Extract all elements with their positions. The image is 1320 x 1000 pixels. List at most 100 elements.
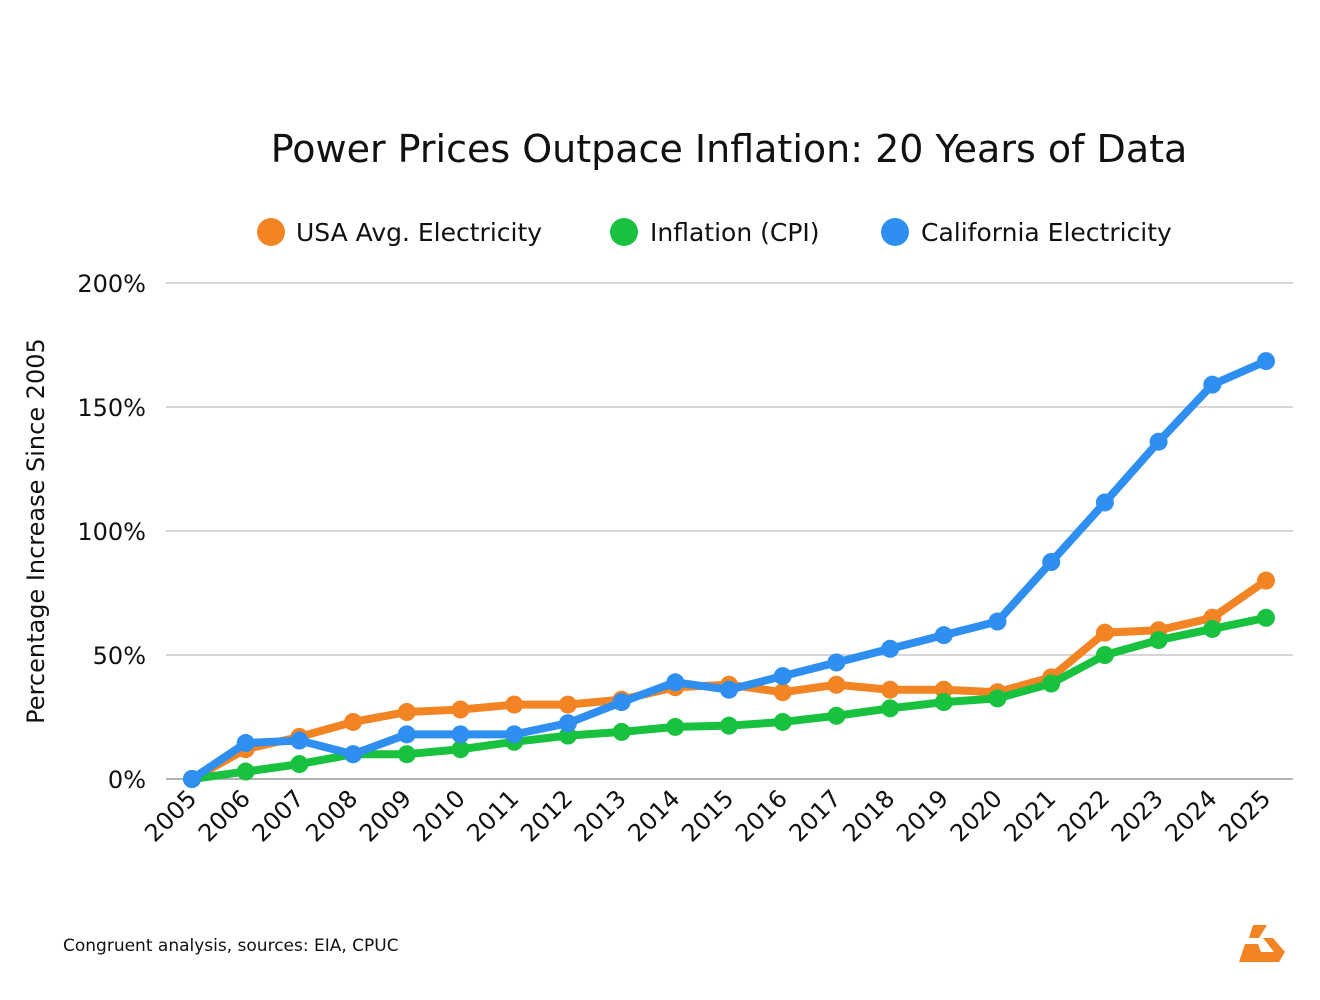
- data-point: [290, 755, 309, 774]
- x-tick-label: 2008: [300, 784, 363, 847]
- data-point: [988, 612, 1007, 631]
- source-note: Congruent analysis, sources: EIA, CPUC: [63, 936, 399, 956]
- x-tick-label: 2012: [515, 784, 578, 847]
- y-axis-ticks: 0% 50% 100% 150% 200%: [77, 270, 146, 794]
- x-tick-label: 2018: [837, 784, 900, 847]
- x-axis-ticks: 2005200620072008200920102011201220132014…: [139, 784, 1276, 847]
- data-point: [881, 699, 900, 718]
- y-tick-label: 150%: [77, 394, 146, 422]
- x-tick-label: 2024: [1160, 784, 1223, 847]
- x-tick-label: 2014: [623, 784, 686, 847]
- data-point: [1203, 619, 1222, 638]
- data-point: [1149, 432, 1168, 451]
- data-point: [773, 712, 792, 731]
- data-point: [773, 683, 792, 702]
- legend-label: USA Avg. Electricity: [296, 218, 542, 247]
- brand-logo-icon: [1239, 925, 1285, 962]
- data-point: [934, 693, 953, 712]
- data-point: [720, 716, 738, 735]
- legend-label: California Electricity: [921, 218, 1172, 247]
- data-point: [397, 703, 416, 722]
- data-point: [827, 675, 846, 694]
- legend-swatch: [610, 218, 638, 246]
- y-tick-label: 50%: [93, 642, 146, 670]
- data-point: [505, 695, 524, 714]
- x-tick-label: 2021: [998, 784, 1061, 847]
- data-point: [344, 712, 363, 731]
- x-tick-label: 2011: [461, 784, 524, 847]
- x-tick-label: 2019: [891, 784, 954, 847]
- legend-swatch: [257, 218, 285, 246]
- legend-item: USA Avg. Electricity: [257, 218, 542, 247]
- legend-item: Inflation (CPI): [610, 218, 820, 247]
- data-point: [1095, 646, 1114, 664]
- data-point: [183, 770, 201, 788]
- x-tick-label: 2015: [676, 784, 739, 847]
- data-point: [558, 695, 577, 714]
- x-tick-label: 2007: [247, 784, 310, 847]
- data-point: [236, 734, 255, 753]
- data-point: [451, 740, 470, 759]
- data-point: [934, 680, 953, 699]
- x-tick-label: 2016: [730, 784, 793, 847]
- data-point: [1257, 352, 1275, 371]
- data-point: [612, 693, 631, 712]
- data-point: [397, 745, 416, 764]
- series-group: [183, 352, 1275, 788]
- chart-title: Power Prices Outpace Inflation: 20 Years…: [271, 127, 1188, 171]
- data-point: [827, 653, 846, 672]
- data-point: [1257, 608, 1275, 627]
- data-point: [773, 667, 792, 686]
- x-tick-label: 2013: [569, 784, 632, 847]
- x-tick-label: 2006: [193, 784, 256, 847]
- data-point: [558, 714, 577, 733]
- x-tick-label: 2020: [945, 784, 1008, 847]
- series-california-electricity: [183, 352, 1275, 788]
- y-axis-title: Percentage Increase Since 2005: [22, 338, 50, 724]
- x-tick-label: 2025: [1213, 784, 1276, 847]
- data-point: [827, 706, 846, 725]
- data-point: [290, 731, 309, 750]
- data-point: [451, 700, 470, 719]
- legend-swatch: [881, 218, 909, 246]
- legend-label: Inflation (CPI): [650, 218, 820, 247]
- data-point: [397, 725, 416, 744]
- data-point: [720, 680, 738, 699]
- data-point: [1042, 674, 1061, 693]
- data-point: [988, 689, 1007, 708]
- data-point: [236, 762, 255, 781]
- series-inflation-cpi: [183, 608, 1275, 788]
- data-point: [666, 673, 685, 692]
- x-tick-label: 2010: [408, 784, 471, 847]
- data-point: [1095, 493, 1114, 512]
- data-point: [1257, 571, 1275, 590]
- data-point: [934, 626, 953, 645]
- x-tick-label: 2017: [784, 784, 847, 847]
- y-tick-label: 100%: [77, 518, 146, 546]
- x-tick-label: 2023: [1106, 784, 1169, 847]
- data-point: [881, 680, 900, 699]
- data-point: [1149, 631, 1168, 650]
- x-tick-label: 2005: [139, 784, 202, 847]
- data-point: [612, 722, 631, 741]
- x-tick-label: 2022: [1052, 784, 1115, 847]
- gridlines: [166, 282, 1293, 780]
- legend-item: California Electricity: [881, 218, 1172, 247]
- data-point: [881, 639, 900, 658]
- data-point: [558, 726, 577, 745]
- logo-lower-mark: [1239, 944, 1285, 962]
- data-point: [1095, 623, 1114, 642]
- data-point: [1203, 375, 1222, 394]
- y-tick-label: 200%: [77, 270, 146, 298]
- logo-right-mark: [1263, 938, 1285, 952]
- y-tick-label: 0%: [108, 766, 146, 794]
- data-point: [1042, 553, 1061, 571]
- legend: USA Avg. Electricity Inflation (CPI) Calif…: [257, 218, 1172, 247]
- data-point: [666, 717, 685, 736]
- data-point: [451, 725, 470, 744]
- x-tick-label: 2009: [354, 784, 417, 847]
- data-point: [344, 745, 363, 764]
- logo-upper-mark: [1249, 925, 1267, 938]
- data-point: [505, 725, 524, 744]
